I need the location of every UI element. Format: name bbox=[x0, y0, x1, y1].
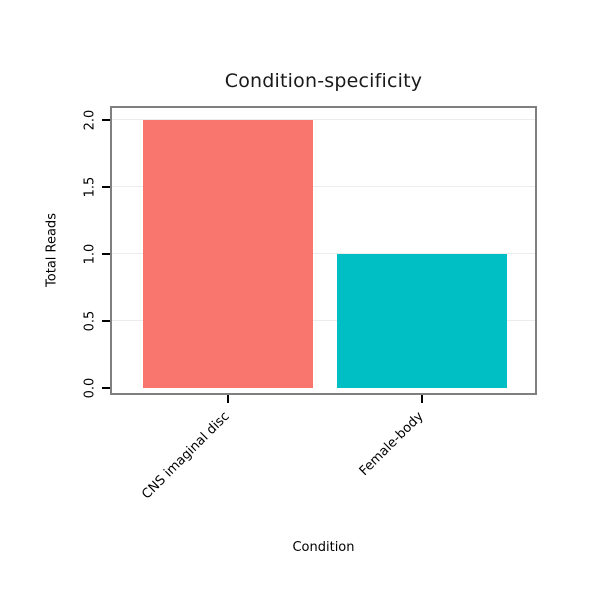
y-axis-label: Total Reads bbox=[44, 213, 60, 287]
bar-1 bbox=[337, 254, 507, 388]
y-tick-mark bbox=[102, 320, 110, 322]
y-tick-label: 1.0 bbox=[82, 243, 98, 265]
x-tick-label: CNS imaginal disc bbox=[139, 409, 233, 503]
x-axis-label: Condition bbox=[292, 540, 355, 555]
gridline bbox=[112, 320, 535, 321]
y-tick-mark bbox=[102, 253, 110, 255]
y-tick-label: 1.5 bbox=[82, 176, 98, 198]
y-tick-label: 2.0 bbox=[82, 109, 98, 131]
gridline bbox=[112, 186, 535, 187]
x-tick-label: Female-body bbox=[356, 409, 427, 479]
y-tick-mark bbox=[102, 119, 110, 121]
chart-title: Condition-specificity bbox=[224, 70, 423, 92]
x-tick-mark bbox=[227, 395, 229, 403]
bar-0 bbox=[143, 120, 313, 388]
y-tick-label: 0.0 bbox=[82, 377, 98, 399]
gridlines bbox=[112, 108, 535, 393]
plot-area bbox=[110, 106, 537, 395]
y-tick-mark bbox=[102, 387, 110, 389]
y-tick-label: 0.5 bbox=[82, 310, 98, 332]
gridline bbox=[112, 253, 535, 254]
x-tick-mark bbox=[421, 395, 423, 403]
bars-container bbox=[112, 108, 535, 393]
y-tick-mark bbox=[102, 186, 110, 188]
gridline bbox=[112, 119, 535, 120]
